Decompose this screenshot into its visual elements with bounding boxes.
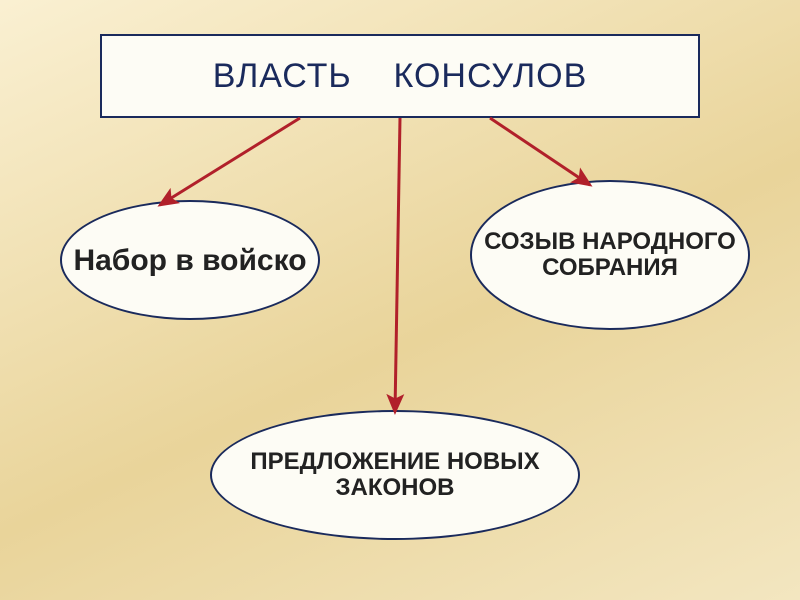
node-army: Набор в войско (60, 200, 320, 320)
node-laws-label: ПРЕДЛОЖЕНИЕ НОВЫХ ЗАКОНОВ (222, 449, 568, 502)
node-laws: ПРЕДЛОЖЕНИЕ НОВЫХ ЗАКОНОВ (210, 410, 580, 540)
diagram-content: ВЛАСТЬ КОНСУЛОВ Набор в войско СОЗЫВ НАРО… (0, 0, 800, 600)
title-box: ВЛАСТЬ КОНСУЛОВ (100, 34, 700, 118)
node-assembly-label: СОЗЫВ НАРОДНОГО СОБРАНИЯ (482, 229, 738, 282)
node-army-label: Набор в войско (73, 244, 306, 277)
title-text: ВЛАСТЬ КОНСУЛОВ (213, 57, 588, 96)
node-assembly: СОЗЫВ НАРОДНОГО СОБРАНИЯ (470, 180, 750, 330)
